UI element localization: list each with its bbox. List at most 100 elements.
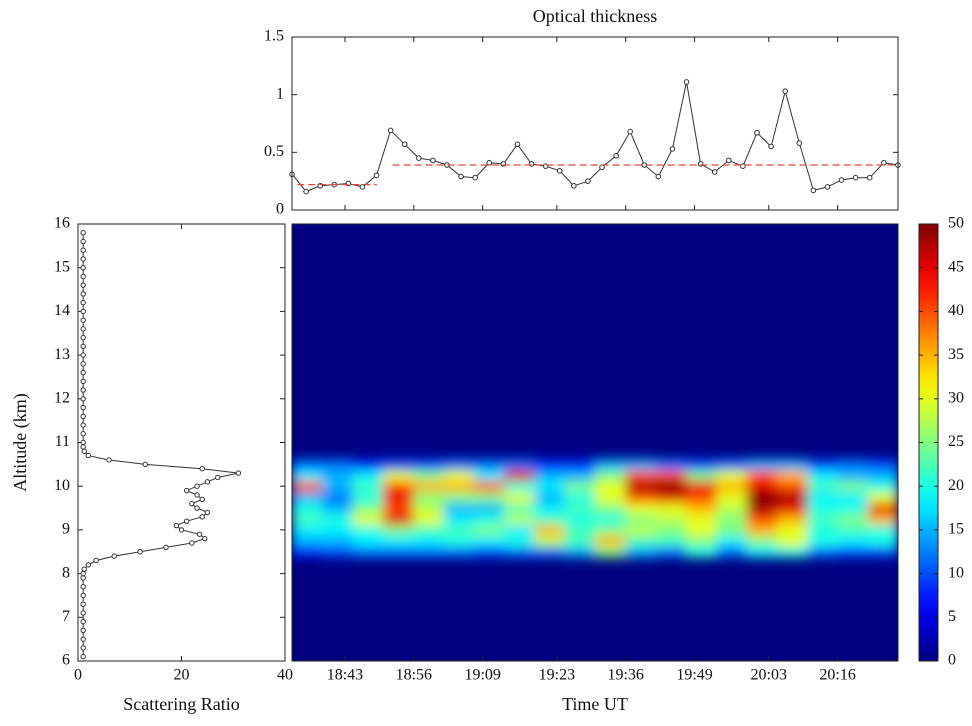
heatmap-cell (655, 480, 687, 493)
data-point (838, 177, 845, 183)
heatmap-cell (716, 491, 747, 504)
heatmap-cell (504, 480, 535, 493)
colorbar-tick-label: 35 (948, 346, 964, 363)
heatmap-cell (807, 480, 838, 493)
heatmap-cell (716, 524, 747, 536)
heatmap-cell (867, 535, 898, 547)
heatmap-cell (292, 513, 323, 525)
heatmap-cell (595, 546, 626, 558)
axes-frame (291, 223, 899, 662)
heatmap-cell (382, 469, 414, 482)
data-point (881, 159, 887, 166)
data-point (189, 540, 195, 546)
heatmap-cell (685, 502, 717, 515)
heatmap-cell (473, 491, 505, 504)
heatmap-cell (413, 502, 444, 515)
data-point (458, 173, 464, 180)
heatmap-cell (322, 469, 354, 482)
data-point (80, 282, 86, 288)
heatmap-cell (625, 513, 657, 525)
heatmap-cell (504, 458, 535, 471)
colorbar-tick-label: 40 (948, 302, 964, 319)
data-point (796, 140, 803, 146)
heatmap-cell (625, 524, 657, 536)
data-point (111, 553, 117, 559)
data-point (556, 167, 563, 174)
heatmap-cell (716, 502, 747, 515)
heatmap-cell (807, 458, 838, 471)
heatmap-cell (776, 524, 808, 536)
data-point (80, 431, 86, 437)
y-tick-label: 16 (54, 215, 70, 232)
heatmap-cell (837, 491, 869, 504)
data-point (80, 273, 86, 280)
data-point (85, 562, 92, 568)
heatmap-cell (867, 546, 898, 558)
data-point (173, 522, 180, 529)
heatmap-cell (716, 458, 747, 471)
heatmap-cell (564, 469, 596, 482)
data-point (194, 483, 200, 489)
heatmap-cell (867, 513, 898, 525)
heatmap-cell (473, 502, 505, 515)
x-tick-label: 19:36 (607, 667, 643, 684)
data-point (163, 544, 169, 551)
data-point (655, 173, 662, 180)
heatmap-cell (322, 513, 354, 525)
data-point (866, 174, 873, 181)
heatmap-cell (837, 513, 869, 525)
data-point (80, 592, 86, 599)
data-point (80, 352, 86, 358)
data-point (613, 152, 619, 159)
heatmap-cell (413, 469, 444, 482)
axes-frame (77, 223, 286, 662)
heatmap-cell (292, 546, 323, 558)
data-point (81, 566, 87, 572)
heatmap-cell (534, 458, 566, 471)
heatmap-cell (564, 480, 596, 493)
heatmap-cell (413, 513, 444, 525)
data-point (80, 636, 86, 642)
colorbar-tick-label: 30 (948, 389, 964, 406)
heatmap-cell (564, 535, 596, 547)
x-axis-title: Scattering Ratio (123, 694, 239, 714)
heatmap-cell (685, 546, 717, 558)
heatmap-cell (746, 491, 778, 504)
heatmap-cell (685, 469, 717, 482)
data-point (669, 146, 676, 152)
heatmap-cell (837, 458, 869, 471)
heatmap-cell (473, 458, 505, 471)
heatmap-cell (807, 491, 838, 504)
heatmap-cell (837, 524, 869, 536)
heatmap-cell (413, 491, 444, 504)
heatmap-cell (837, 480, 869, 493)
heatmap-cell (655, 513, 687, 525)
data-point (782, 88, 788, 95)
heatmap-cell (655, 546, 687, 558)
heatmap-cell (292, 469, 323, 482)
heatmap-cell (776, 546, 808, 558)
y-tick-label: 12 (54, 389, 70, 406)
x-tick-label: 18:56 (396, 667, 432, 684)
data-point (194, 505, 200, 511)
colorbar-tick-label: 5 (948, 608, 956, 625)
heatmap-cell (504, 502, 535, 515)
heatmap-cell (595, 458, 626, 471)
x-tick-label: 20:16 (819, 667, 855, 684)
heatmap-cell (564, 502, 596, 515)
y-tick-label: 7 (62, 608, 70, 625)
heatmap-cell (322, 491, 354, 504)
heatmap-cell (382, 491, 414, 504)
heatmap-cell (443, 480, 475, 493)
data-point (416, 155, 422, 161)
data-point (194, 492, 200, 498)
heatmap-cell (473, 524, 505, 536)
heatmap-cell (655, 535, 687, 547)
heatmap-cell (655, 469, 687, 482)
heatmap-cell (807, 524, 838, 536)
heatmap-cell (867, 524, 898, 536)
heatmap-cell (382, 524, 414, 536)
heatmap-cell (716, 480, 747, 493)
data-point (80, 645, 86, 651)
heatmap-area (292, 224, 898, 661)
